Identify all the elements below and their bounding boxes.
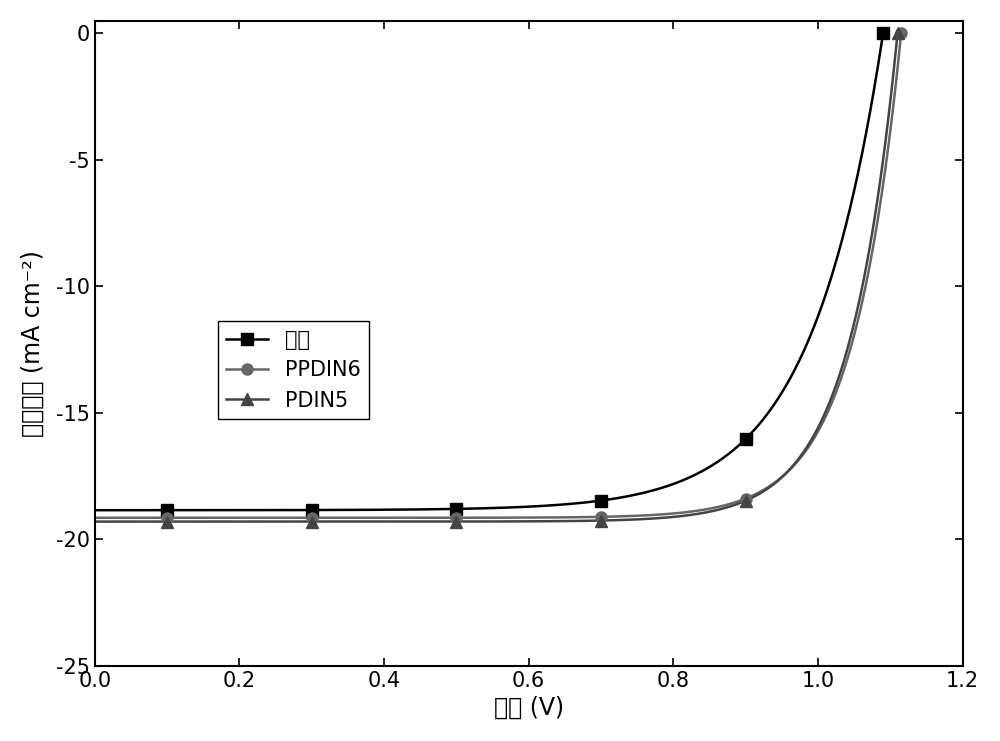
Y-axis label: 电流密度 (mA cm⁻²): 电流密度 (mA cm⁻²) (21, 250, 45, 436)
Legend: 没有, PPDIN6, PDIN5: 没有, PPDIN6, PDIN5 (218, 322, 369, 419)
X-axis label: 电压 (V): 电压 (V) (494, 696, 564, 720)
